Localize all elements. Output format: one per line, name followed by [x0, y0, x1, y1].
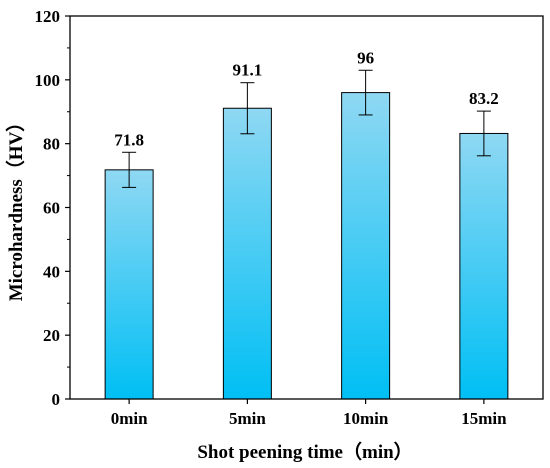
y-tick-label: 100 — [35, 71, 61, 90]
x-tick-label: 0min — [111, 409, 148, 428]
y-tick-label: 40 — [43, 262, 60, 281]
y-tick-label: 80 — [43, 135, 60, 154]
y-axis-title: Microhardness（HV） — [4, 113, 27, 302]
bars-layer — [104, 92, 509, 400]
plot-frame — [69, 15, 544, 400]
data-label: 71.8 — [114, 130, 144, 149]
data-label: 96 — [357, 48, 374, 67]
x-axis-title: Shot peening time（min） — [197, 440, 412, 463]
error-bars-layer — [122, 69, 491, 188]
x-tick-label: 15min — [461, 409, 507, 428]
y-tick-label: 0 — [52, 390, 61, 409]
data-label: 83.2 — [469, 89, 499, 108]
axes-layer: 0min 5min 10min 15min 0 20 40 60 80 100 120 — [35, 7, 544, 428]
y-tick-label: 20 — [43, 326, 60, 345]
bar — [222, 107, 272, 400]
bar — [341, 92, 391, 400]
bar — [459, 132, 509, 400]
x-tick-label: 5min — [229, 409, 266, 428]
bar — [104, 169, 154, 400]
y-tick-label: 60 — [43, 199, 60, 218]
x-tick-label: 10min — [343, 409, 389, 428]
data-labels-layer: 71.8 91.1 96 83.2 — [114, 48, 499, 149]
y-tick-label: 120 — [35, 7, 61, 26]
data-label: 91.1 — [233, 61, 263, 80]
